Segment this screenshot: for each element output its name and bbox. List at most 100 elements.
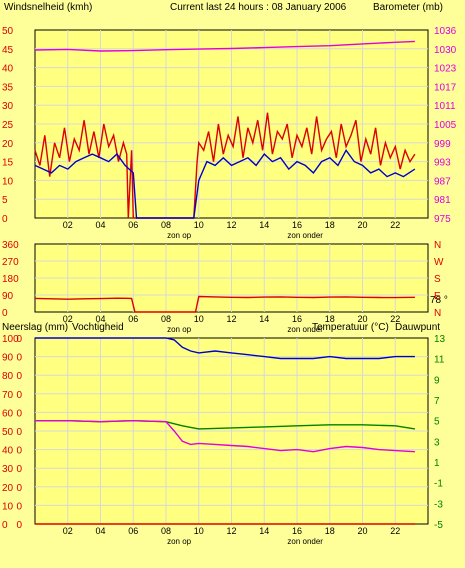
current-direction-label: 78 ° [430, 295, 448, 306]
y-left-tick-label: 10 [2, 176, 14, 187]
x-tick-label: 12 [226, 314, 236, 324]
x-tick-label: 14 [259, 526, 269, 536]
y-left-tick-label: 270 [2, 257, 19, 268]
humidity-title: Vochtigheid [72, 322, 124, 333]
series-line-dauwpunt [35, 419, 415, 453]
x-tick-label: 04 [95, 220, 105, 230]
y-right-tick-label: W [434, 257, 444, 268]
rain-title: Neerslag (mm) [2, 322, 68, 333]
y-left-tick-label-2: 0 [16, 408, 22, 419]
y-left-tick-label: 180 [2, 274, 19, 285]
x-tick-label: 12 [226, 526, 236, 536]
wind-speed-title: Windsnelheid (kmh) [4, 2, 92, 13]
y-right-tick-label: 981 [434, 195, 451, 206]
y-left-tick-label-2: 0 [16, 520, 22, 531]
y-left-tick-label: 20 [2, 483, 14, 494]
y-left-tick-label: 70 [2, 390, 14, 401]
x-tick-label: 06 [128, 526, 138, 536]
y-left-tick-label: 50 [2, 427, 14, 438]
y-right-tick-label: 11 [434, 355, 445, 366]
x-tick-label: 02 [63, 314, 73, 324]
y-left-tick-label: 25 [2, 120, 14, 131]
y-left-tick-label-2: 0 [16, 464, 22, 475]
y-left-tick-label-2: 0 [16, 427, 22, 438]
y-left-tick-label: 15 [2, 158, 14, 169]
x-tick-label: 20 [357, 220, 367, 230]
y-right-tick-label: 5 [434, 417, 440, 428]
sun-label: zon op [167, 537, 192, 546]
y-left-tick-label: 80 [2, 371, 14, 382]
y-right-tick-label: N [434, 240, 441, 251]
y-right-tick-label: 1011 [434, 101, 456, 112]
y-left-tick-label: 5 [2, 195, 8, 206]
y-left-tick-label-2: 0 [16, 501, 22, 512]
series-line-windsnelheid-kmh- [34, 112, 416, 219]
x-tick-label: 18 [325, 220, 335, 230]
x-tick-label: 22 [390, 526, 400, 536]
y-right-tick-label: 999 [434, 139, 451, 150]
y-left-tick-label: 90 [2, 291, 14, 302]
x-tick-label: 06 [128, 314, 138, 324]
y-left-tick-label-2: 0 [16, 390, 22, 401]
y-left-tick-label: 40 [2, 64, 14, 75]
y-left-tick-label-2: 0 [16, 446, 22, 457]
y-left-tick-label: 35 [2, 82, 14, 93]
x-tick-label: 02 [63, 526, 73, 536]
y-right-tick-label: -3 [434, 499, 443, 510]
y-right-tick-label: 987 [434, 176, 451, 187]
barometer-title: Barometer (mb) [373, 2, 443, 13]
y-left-tick-label: 100 [2, 334, 19, 345]
x-tick-label: 08 [161, 526, 171, 536]
y-right-tick-label: 3 [434, 437, 440, 448]
x-tick-label: 18 [325, 526, 335, 536]
y-right-tick-label: 975 [434, 214, 451, 225]
sun-label: zon onder [287, 537, 323, 546]
y-left-tick-label: 90 [2, 353, 14, 364]
series-line-windrichting [34, 295, 415, 313]
sun-label: zon op [167, 231, 192, 240]
y-right-tick-label: N [434, 308, 441, 319]
sun-label: zon op [167, 325, 192, 334]
y-right-tick-label: 1023 [434, 64, 457, 75]
x-tick-label: 04 [95, 526, 105, 536]
x-tick-label: 10 [194, 314, 204, 324]
x-tick-label: 16 [292, 314, 302, 324]
x-tick-label: 08 [161, 220, 171, 230]
y-left-tick-label: 0 [2, 308, 8, 319]
y-right-tick-label: E [434, 291, 441, 302]
x-tick-label: 16 [292, 220, 302, 230]
y-left-tick-label: 360 [2, 240, 19, 251]
x-tick-label: 18 [325, 314, 335, 324]
dewpoint-title: Dauwpunt [395, 322, 440, 333]
y-left-tick-label-2: 0 [16, 371, 22, 382]
y-right-tick-label: 1036 [434, 26, 457, 37]
y-right-tick-label: S [434, 274, 441, 285]
x-tick-label: 20 [357, 314, 367, 324]
x-tick-label: 12 [226, 220, 236, 230]
y-left-tick-label-2: 0 [16, 334, 22, 345]
temperature-title: Temperatuur (°C) [312, 322, 389, 333]
x-tick-label: 16 [292, 526, 302, 536]
y-left-tick-label: 45 [2, 45, 14, 56]
y-left-tick-label-2: 0 [16, 353, 22, 364]
y-left-tick-label: 0 [2, 520, 8, 531]
chart-main-title: Current last 24 hours : 08 January 2006 [170, 2, 347, 13]
x-tick-label: 20 [357, 526, 367, 536]
y-right-tick-label: 1005 [434, 120, 457, 131]
series-line-barometer-mb- [34, 40, 415, 52]
y-right-tick-label: -5 [434, 520, 443, 531]
x-tick-label: 08 [161, 314, 171, 324]
y-right-tick-label: 7 [434, 396, 440, 407]
y-left-tick-label: 50 [2, 26, 14, 37]
y-left-tick-label: 10 [2, 501, 14, 512]
y-right-tick-label: 1 [434, 458, 440, 469]
y-right-tick-label: 13 [434, 334, 446, 345]
x-tick-label: 14 [259, 314, 269, 324]
y-left-tick-label: 40 [2, 446, 14, 457]
y-right-tick-label: 9 [434, 375, 440, 386]
y-left-tick-label: 60 [2, 408, 14, 419]
x-tick-label: 14 [259, 220, 269, 230]
sun-label: zon onder [287, 231, 323, 240]
y-right-tick-label: -1 [434, 479, 443, 490]
